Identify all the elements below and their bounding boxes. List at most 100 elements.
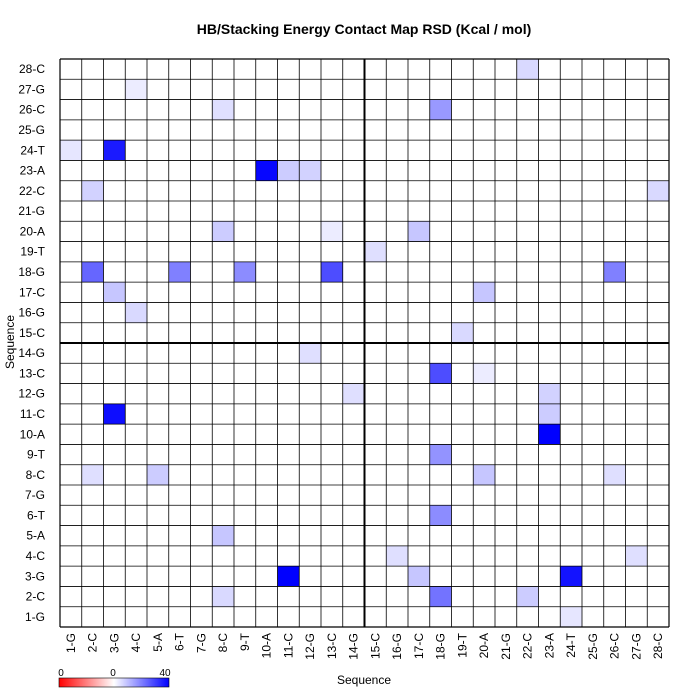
y-tick-label: 7-G [25,488,45,502]
y-tick-label: 26-C [19,103,45,117]
heatmap-cell [560,606,582,627]
heatmap-cell [255,160,278,181]
x-tick-label: 7-G [194,633,208,653]
heatmap-cell [212,525,234,546]
heatmap-cell [429,99,452,120]
heatmap-cell [168,261,191,283]
y-tick-label: 16-G [18,306,45,320]
heatmap-cell [603,464,626,485]
heatmap-cell [277,160,300,181]
x-tick-label: 24-T [564,632,578,657]
x-tick-label: 17-C [412,633,426,659]
heatmap-cell [103,282,126,303]
heatmap-grid [59,58,670,628]
heatmap-cell [342,383,365,404]
x-tick-label: 5-A [151,633,165,652]
y-tick-label: 21-G [18,204,45,218]
heatmap-cell [103,140,126,161]
x-tick-label: 13-C [325,633,339,659]
x-tick-label: 19-T [455,632,469,657]
heatmap-cell [234,261,256,283]
heatmap-cell [429,444,452,465]
heatmap-cell [60,140,82,161]
heatmap-cell [364,241,387,262]
x-tick-label: 9-T [238,632,252,651]
chart-title: HB/Stacking Energy Contact Map RSD (Kcal… [197,21,532,37]
heatmap-cell [212,586,234,607]
x-tick-label: 23-A [542,633,556,658]
heatmap-cell [473,282,495,303]
heatmap-cell [386,545,408,567]
x-tick-label: 4-C [129,633,143,653]
heatmap-cell [538,424,561,445]
y-tick-label: 19-T [20,245,45,259]
heatmap-cell [516,586,539,607]
heatmap-cells [60,59,669,627]
heatmap-cell [212,221,234,242]
colorbar-tick-mid: 0 [110,668,116,679]
x-tick-label: 28-C [651,633,665,659]
heatmap-cell [451,322,474,343]
colorbar-tick-max: 40 [159,668,171,679]
y-tick-label: 27-G [18,82,45,96]
y-tick-label: 25-G [18,123,45,137]
heatmap-cell [125,79,147,100]
heatmap-cell [603,261,626,283]
heatmap-cell [473,363,495,384]
heatmap-cell [81,464,104,485]
heatmap-cell [473,464,495,485]
y-tick-label: 13-C [19,366,45,380]
heatmap-cell [538,383,561,404]
x-tick-label: 27-G [629,633,643,660]
heatmap-cell [212,99,234,120]
y-tick-label: 1-G [25,610,45,624]
x-tick-label: 12-G [303,633,317,660]
x-tick-label: 8-C [216,633,230,653]
heatmap-cell [429,586,452,607]
x-tick-labels: 1-G 2-C 3-G 4-C 5-A 6-T 7-G 8-C 9-T 10-A 11-C 12-G 1… [64,632,665,659]
colorbar-tick-min: 0 [58,668,64,679]
y-tick-label: 22-C [19,184,45,198]
colorbar: 0 0 40 [58,668,171,688]
heatmap-cell [408,221,430,242]
x-tick-label: 25-G [586,633,600,660]
heatmap-cell [516,59,539,80]
heatmap-cell [538,403,561,425]
y-tick-label: 17-C [19,285,45,299]
y-tick-label: 2-C [26,590,46,604]
y-tick-label: 20-A [20,224,45,238]
heatmap-cell [429,363,452,384]
y-tick-label: 18-G [18,265,45,279]
heatmap-cell [81,261,104,283]
heatmap-cell [408,566,430,587]
heatmap-cell [560,566,582,587]
y-tick-label: 12-G [18,387,45,401]
heatmap-cell [321,261,343,283]
x-tick-label: 10-A [260,633,274,658]
x-tick-label: 20-A [477,633,491,658]
y-tick-label: 9-T [27,448,46,462]
heatmap-cell [125,302,147,323]
heatmap-cell [299,160,321,181]
y-tick-label: 4-C [26,549,46,563]
heatmap-cell [103,403,126,425]
heatmap-cell [147,464,169,485]
heatmap-cell [321,221,343,242]
x-tick-label: 11-C [281,633,295,658]
y-tick-label: 14-G [18,346,45,360]
x-tick-label: 1-G [64,633,78,653]
x-tick-label: 3-G [107,633,121,653]
heatmap-cell [647,180,669,201]
y-tick-label: 6-T [27,508,46,522]
colorbar-gradient [58,677,170,688]
y-tick-label: 10-A [20,427,45,441]
y-tick-label: 3-G [25,569,45,583]
x-axis-label: Sequence [337,673,391,687]
heatmap-cell [277,566,300,587]
x-tick-label: 16-G [390,633,404,660]
x-tick-label: 6-T [173,632,187,651]
x-tick-label: 21-G [499,633,513,660]
x-tick-label: 26-C [608,633,622,659]
heatmap-cell [429,505,452,526]
